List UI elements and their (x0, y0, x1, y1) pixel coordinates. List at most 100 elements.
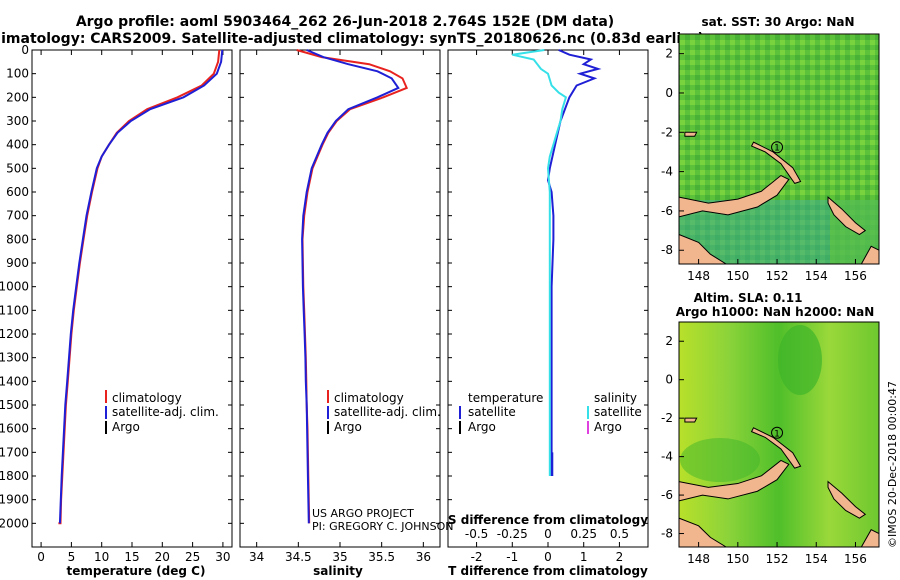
map-x-tick-label: 150 (726, 269, 749, 283)
argo-marker-label: 1 (774, 429, 780, 439)
s-diff-tick-label: -0.5 (465, 527, 488, 541)
figure-title-line2: Climatology: CARS2009. Satellite-adjuste… (0, 31, 704, 47)
series-line-temperature-satellite (58, 49, 224, 524)
new-britain-land (678, 459, 790, 502)
map-x-tick-label: 150 (726, 552, 749, 566)
sla-map-title-line1: Altim. SLA: 0.11 (694, 291, 803, 305)
difference-panel-frame (447, 49, 649, 548)
new-ireland-land (750, 141, 802, 184)
depth-tick-label: 1500 (0, 398, 29, 412)
map-y-tick-label: -4 (661, 450, 673, 464)
depth-tick-label: 500 (6, 161, 29, 175)
map-y-tick-label: -2 (661, 411, 673, 425)
sal-legend-climatology: climatology (334, 391, 404, 405)
s-diff-tick-label: 0.25 (570, 527, 597, 541)
salinity-axis: 34 34.5 35 35.5 36 (249, 50, 431, 564)
map-y-tick-label: 2 (665, 47, 673, 61)
map-y-tick-label: -8 (661, 527, 673, 541)
map-x-tick-label: 152 (766, 269, 789, 283)
salinity-legend: climatology satellite-adj. clim. Argo (327, 390, 441, 434)
depth-tick-label: 1700 (0, 445, 29, 459)
map-x-tick-label: 154 (805, 552, 828, 566)
depth-tick-label: 1300 (0, 351, 29, 365)
sla-map-title-line2: Argo h1000: NaN h2000: NaN (676, 305, 875, 319)
depth-tick-label: 2000 (0, 516, 29, 530)
bougainville-land (827, 480, 867, 519)
depth-tick-label: 1800 (0, 469, 29, 483)
x-tick-label: 15 (124, 550, 139, 564)
sst-land: 1 (678, 131, 880, 265)
temp-legend-climatology: climatology (112, 391, 182, 405)
profile-curves (58, 49, 602, 525)
salinity-xlabel: salinity (313, 564, 363, 578)
argo-marker (771, 426, 784, 439)
sst-map-title: sat. SST: 30 Argo: NaN (701, 15, 854, 29)
x-tick-label: 25 (185, 550, 200, 564)
s-diff-tick-label: -0.25 (497, 527, 528, 541)
map-y-tick-label: -6 (661, 488, 673, 502)
x-tick-label: 2 (616, 550, 624, 564)
depth-tick-label: 900 (6, 256, 29, 270)
x-tick-label: 5 (68, 550, 76, 564)
x-tick-label: 34.5 (285, 550, 312, 564)
diff-legend-s-argo: Argo (594, 420, 622, 434)
depth-tick-label: 800 (6, 232, 29, 246)
map-x-tick-label: 148 (687, 269, 710, 283)
new-britain-land (678, 174, 790, 218)
x-tick-label: 0 (544, 550, 552, 564)
map-y-tick-label: -4 (661, 165, 673, 179)
x-tick-label: 20 (155, 550, 170, 564)
depth-tick-label: 100 (6, 67, 29, 81)
x-tick-label: 35 (332, 550, 347, 564)
new-ireland-land (750, 427, 802, 469)
depth-tick-label: 1900 (0, 493, 29, 507)
depth-tick-label: 1000 (0, 280, 29, 294)
s-diff-tick-label: 0.5 (610, 527, 629, 541)
temperature-legend: climatology satellite-adj. clim. Argo (105, 390, 219, 434)
map-x-tick-label: 156 (844, 269, 867, 283)
series-line-temperature-climatology (58, 49, 221, 525)
series-line-salinity-climatology (296, 49, 409, 524)
x-tick-label: 30 (215, 550, 230, 564)
figure-title-line1: Argo profile: aoml 5903464_262 26-Jun-20… (76, 14, 614, 30)
map-x-tick-label: 148 (687, 552, 710, 566)
depth-tick-label: 1400 (0, 374, 29, 388)
sst-map: 1 (678, 33, 880, 265)
sal-legend-satellite: satellite-adj. clim. (334, 405, 441, 419)
manus-land (684, 131, 698, 137)
map-y-tick-label: 0 (665, 86, 673, 100)
map-y-tick-label: -2 (661, 125, 673, 139)
series-line-salinity-satellite (301, 49, 400, 524)
x-tick-label: 34 (249, 550, 264, 564)
sal-legend-argo: Argo (334, 420, 362, 434)
imos-stamp: ©IMOS 20-Dec-2018 00:00:47 (886, 381, 899, 548)
credit-pi: PI: GREGORY C. JOHNSON (312, 520, 453, 533)
x-tick-label: -2 (471, 550, 483, 564)
x-tick-label: 35.5 (368, 550, 395, 564)
diff-legend-salinity-title: salinity (594, 391, 637, 405)
credit-project: US ARGO PROJECT (312, 507, 414, 520)
salinity-panel-frame (239, 49, 441, 548)
temp-legend-argo: Argo (112, 420, 140, 434)
depth-tick-label: 1100 (0, 303, 29, 317)
temp-legend-satellite: satellite-adj. clim. (112, 405, 219, 419)
sla-map-axis: 148 150 152 154 156 2 0 -2 -4 -6 -8 (661, 334, 867, 566)
map-y-tick-label: 0 (665, 373, 673, 387)
temperature-axis: 0 5 10 15 20 25 30 (37, 50, 231, 564)
depth-tick-label: 400 (6, 138, 29, 152)
sla-map: 1 (678, 321, 880, 548)
map-x-tick-label: 154 (805, 269, 828, 283)
map-y-tick-label: -8 (661, 243, 673, 257)
x-tick-label: 10 (94, 550, 109, 564)
map-y-tick-label: 2 (665, 334, 673, 348)
series-line-differences-sat_t (546, 49, 602, 476)
diff-legend-s-satellite: satellite (594, 405, 642, 419)
depth-axis: 0 100 200 300 400 500 600 700 800 900 1000 1100 1200… (0, 43, 648, 530)
depth-tick-label: 1200 (0, 327, 29, 341)
s-diff-tick-label: 0 (544, 527, 552, 541)
depth-tick-label: 200 (6, 90, 29, 104)
map-x-tick-label: 156 (844, 552, 867, 566)
map-x-tick-label: 152 (766, 552, 789, 566)
manus-land (684, 417, 698, 423)
